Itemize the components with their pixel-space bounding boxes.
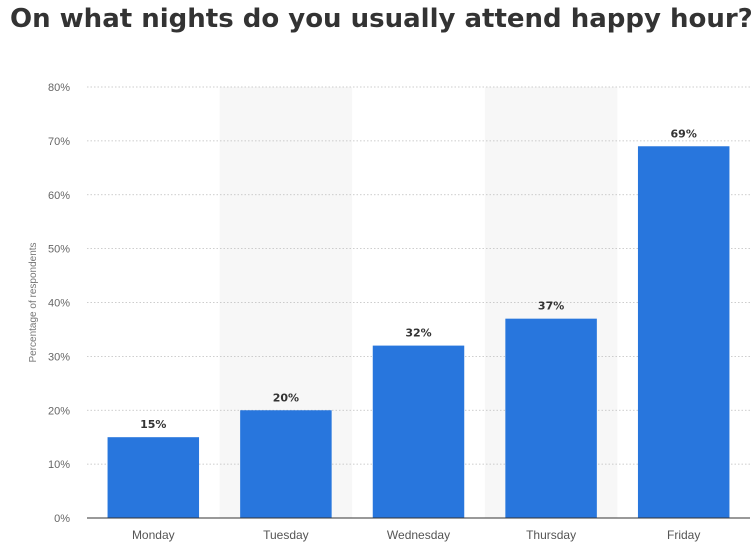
y-tick-label: 0% [54,513,70,525]
x-tick-label: Monday [132,528,175,542]
y-tick-label: 70% [48,136,70,148]
chart-title: On what nights do you usually attend hap… [10,4,753,34]
x-tick-label: Tuesday [263,528,309,542]
y-tick-label: 50% [48,244,70,256]
y-tick-label: 60% [48,190,70,202]
bar-monday [107,437,200,518]
y-tick-label: 20% [48,405,70,417]
data-label: 37% [538,300,564,313]
bar-friday [637,146,730,518]
data-label: 32% [405,327,431,340]
x-tick-label: Wednesday [387,528,450,542]
x-tick-label: Friday [667,528,700,542]
x-axis-ticks: Monday Tuesday Wednesday Thursday Friday [132,528,700,542]
data-label: 20% [273,391,299,404]
x-tick-label: Thursday [526,528,576,542]
y-tick-label: 10% [48,459,70,471]
y-tick-label: 30% [48,351,70,363]
bars [107,146,730,518]
data-label: 69% [671,127,697,140]
y-axis-ticks: 0% 10% 20% 30% 40% 50% 60% 70% 80% [48,82,70,525]
bar-thursday [505,318,597,518]
y-axis-title: Percentage of respondents [28,242,39,362]
bar-tuesday [240,410,332,518]
y-tick-label: 80% [48,82,70,94]
data-label: 15% [140,418,166,431]
y-tick-label: 40% [48,298,70,310]
data-labels: 15% 20% 32% 37% 69% [140,127,697,431]
bar-wednesday [372,345,465,518]
